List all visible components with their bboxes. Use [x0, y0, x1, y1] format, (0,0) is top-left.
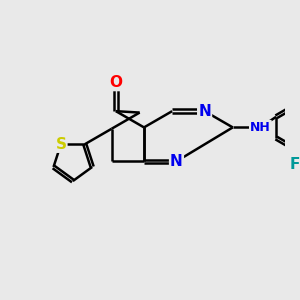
Text: O: O — [110, 75, 122, 90]
Text: F: F — [289, 157, 300, 172]
Text: N: N — [170, 154, 183, 169]
Text: N: N — [198, 104, 211, 119]
Text: NH: NH — [250, 121, 271, 134]
Text: S: S — [56, 137, 66, 152]
